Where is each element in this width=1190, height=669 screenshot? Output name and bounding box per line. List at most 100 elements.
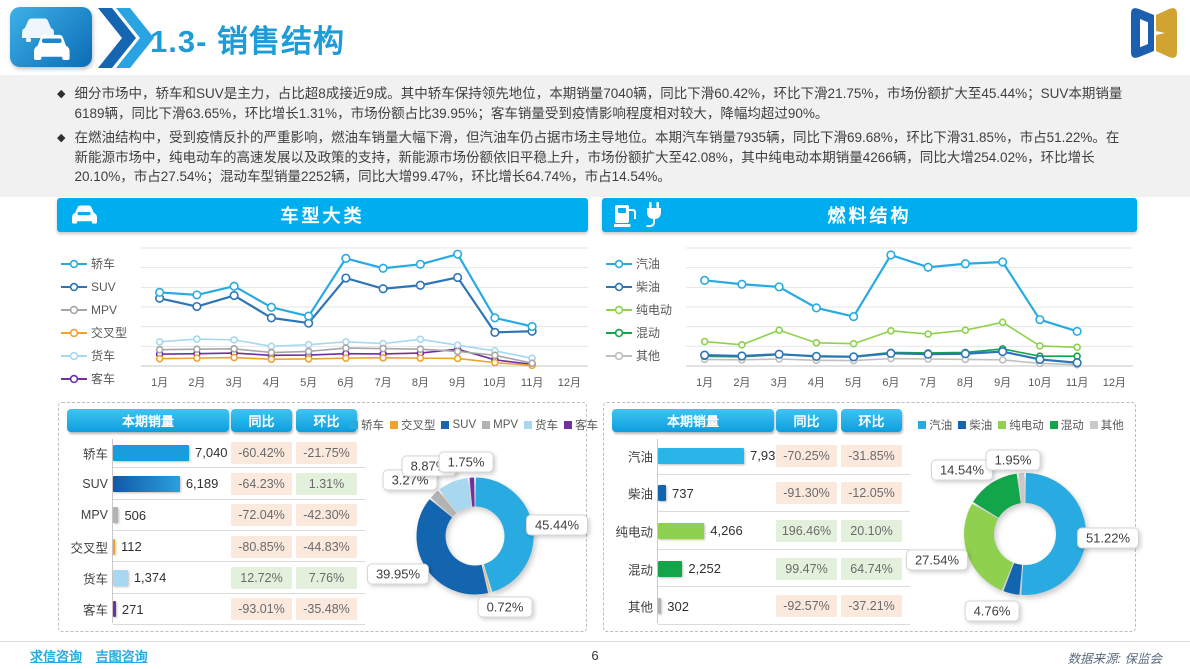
- cars-icon: [10, 7, 92, 67]
- legend-item: 交叉型: [61, 321, 127, 344]
- svg-text:11月: 11月: [1066, 377, 1088, 389]
- mom-cell: -35.48%: [296, 598, 357, 621]
- footer-divider: [0, 641, 1190, 642]
- svg-text:7月: 7月: [375, 377, 392, 389]
- mom-cell: -21.75%: [296, 441, 357, 464]
- legend-item: SUV: [441, 417, 476, 433]
- svg-text:4月: 4月: [263, 377, 280, 389]
- legend-item: 混动: [1049, 417, 1084, 433]
- donut-label: 1.75%: [438, 451, 494, 473]
- page-number: 6: [591, 648, 599, 663]
- vehicle-detail-box: 本期销量 同比 环比 轿车 7,040 -60.42% -21.75% SUV 6,189…: [58, 402, 598, 632]
- sales-value: 7,040: [195, 445, 228, 461]
- panel-fuel-structure: 燃料结构 汽油 柴油 纯电动 混动 其他 1月 2月 3月 4月 5月 6月 7月 8月 9月 10月 11…: [602, 198, 1140, 632]
- legend-item: 客车: [564, 417, 598, 433]
- row-label: 客车: [82, 603, 108, 618]
- svg-text:3月: 3月: [226, 377, 243, 389]
- sales-bar: [113, 601, 116, 618]
- svg-text:7月: 7月: [920, 377, 937, 389]
- donut-legend: 轿车 交叉型 SUV MPV 货车 客车: [349, 417, 598, 433]
- table-row: 柴油 737 -91.30% -12.05%: [612, 475, 1123, 513]
- line-legend: 轿车 SUV MPV 交叉型 货车 客车: [61, 252, 127, 390]
- legend-item: 客车: [61, 367, 127, 390]
- table-row: 混动 2,252 99.47% 64.74%: [612, 550, 1123, 588]
- sales-value: 302: [667, 598, 689, 614]
- yoy-cell: -70.25%: [776, 444, 837, 467]
- mom-cell: -42.30%: [296, 504, 357, 527]
- legend-item: 混动: [606, 321, 672, 344]
- sales-value: 6,189: [185, 476, 219, 492]
- mom-cell: -44.83%: [296, 535, 357, 558]
- legend-item: 其他: [1089, 417, 1124, 433]
- yoy-cell: -72.04%: [231, 504, 292, 527]
- sales-value: 7,935: [750, 448, 783, 464]
- chevron-right-icon: [98, 8, 154, 68]
- line-legend: 汽油 柴油 纯电动 混动 其他: [606, 252, 672, 367]
- bullet-2: ◆ 在燃油结构中，受到疫情反扑的严重影响，燃油车销量大幅下滑，但汽油车仍占据市场…: [57, 128, 1132, 187]
- row-label: 纯电动: [615, 525, 653, 540]
- svg-text:1月: 1月: [696, 377, 713, 389]
- footer-links: 求信咨询 吉图咨询: [30, 646, 158, 665]
- svg-text:6月: 6月: [337, 377, 354, 389]
- yoy-cell: -60.42%: [231, 441, 292, 464]
- mom-header-button: 环比: [841, 409, 902, 432]
- svg-text:2月: 2月: [188, 377, 205, 389]
- donut-label: 1.95%: [985, 449, 1041, 471]
- row-label: 柴油: [627, 487, 653, 502]
- bullet-1: ◆ 细分市场中，轿车和SUV是主力，占比超8成接近9成。其中轿车保持领先地位，本…: [57, 84, 1132, 123]
- table-row: 其他 302 -92.57% -37.21%: [612, 587, 1123, 625]
- row-label: 交叉型: [70, 541, 108, 556]
- footer-link-2[interactable]: 吉图咨询: [95, 649, 148, 664]
- footer-link-1[interactable]: 求信咨询: [30, 649, 83, 664]
- table-row: 纯电动 4,266 196.46% 20.10%: [612, 512, 1123, 550]
- donut-label: 27.54%: [905, 549, 969, 571]
- table-row: 汽油 7,935 -70.25% -31.85%: [612, 437, 1123, 475]
- diamond-bullet-icon: ◆: [57, 132, 66, 144]
- legend-item: 货车: [61, 344, 127, 367]
- sales-bar: [113, 538, 115, 555]
- sales-bar: [113, 444, 189, 461]
- svg-text:5月: 5月: [845, 377, 862, 389]
- panel-title: 燃料结构: [827, 206, 912, 226]
- donut-label: 51.22%: [1076, 527, 1140, 549]
- legend-item: 柴油: [958, 417, 992, 433]
- row-label: 混动: [627, 563, 653, 578]
- fuel-pump-icon: [614, 205, 636, 227]
- legend-item: 交叉型: [389, 417, 435, 433]
- mom-cell: -37.21%: [841, 595, 902, 618]
- legend-item: 汽油: [918, 417, 952, 433]
- table-row: 轿车 7,040 -60.42% -21.75%: [67, 437, 578, 469]
- legend-item: MPV: [61, 298, 127, 321]
- page-title: 1.3- 销售结构: [150, 24, 346, 59]
- mom-cell: -12.05%: [841, 482, 902, 505]
- donut-label: 0.72%: [477, 596, 533, 618]
- mom-cell: 1.31%: [296, 472, 357, 495]
- legend-item: 柴油: [606, 275, 672, 298]
- svg-text:1月: 1月: [151, 377, 168, 389]
- top-bar: 1.3- 销售结构: [0, 0, 1190, 75]
- svg-text:6月: 6月: [882, 377, 899, 389]
- mom-cell: -31.85%: [841, 444, 902, 467]
- panel-vehicle-type-header: 车型大类: [57, 198, 588, 232]
- sales-value: 2,252: [688, 561, 721, 577]
- row-label: 汽油: [627, 450, 653, 465]
- line-chart-vehicle: 1月 2月 3月 4月 5月 6月 7月 8月 9月 10月 11月 12月: [141, 247, 588, 389]
- donut-legend: 汽油 柴油 纯电动 混动 其他: [909, 417, 1133, 433]
- svg-text:10月: 10月: [483, 377, 506, 389]
- sales-value: 737: [671, 485, 694, 501]
- company-logo: [1112, 4, 1178, 71]
- legend-item: 汽油: [606, 252, 672, 275]
- legend-item: 轿车: [61, 252, 127, 275]
- svg-text:8月: 8月: [412, 377, 429, 389]
- sales-value: 1,374: [133, 570, 167, 586]
- donut-label: 39.95%: [366, 563, 430, 585]
- sales-bar: [113, 569, 128, 586]
- yoy-cell: 196.46%: [776, 519, 837, 542]
- legend-item: SUV: [61, 275, 127, 298]
- yoy-cell: -64.23%: [231, 472, 292, 495]
- panel-fuel-structure-header: 燃料结构: [602, 198, 1137, 232]
- yoy-cell: 12.72%: [231, 566, 292, 589]
- yoy-cell: 99.47%: [776, 557, 837, 580]
- charging-plug-icon: [646, 202, 661, 227]
